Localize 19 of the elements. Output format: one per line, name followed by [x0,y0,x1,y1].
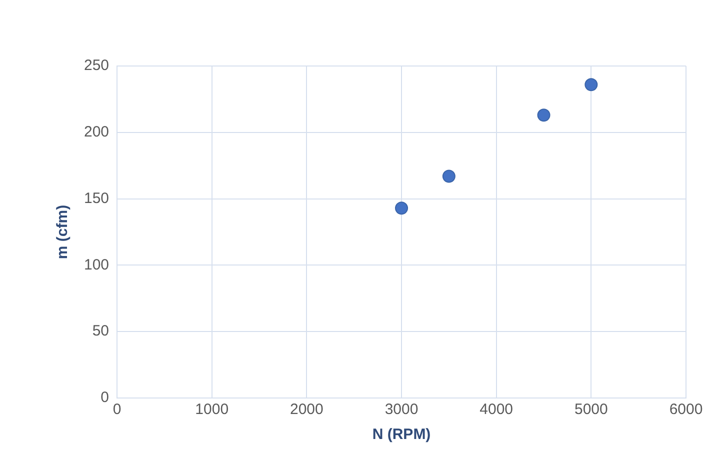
point [442,170,456,183]
x-tick-label: 2000 [290,401,324,418]
x-tick-label: 6000 [669,401,703,418]
point [537,108,550,122]
y-tick-label: 150 [84,190,110,207]
x-tick-label: 3000 [384,401,418,418]
point [395,202,408,215]
x-tick-label: 0 [112,401,122,418]
y-tick-label: 0 [100,389,110,406]
x-tick-label: 1000 [195,401,229,418]
y-tick-label: 100 [84,256,110,274]
point [584,78,598,92]
x-axis-title: N (RPM) [372,426,431,444]
y-tick-label: 200 [84,124,110,141]
y-tick-label: 50 [92,322,110,340]
x-tick-label: 5000 [574,401,608,418]
y-axis-title: m (cfm) [54,204,72,260]
y-tick-label: 250 [84,57,110,74]
x-tick-label: 4000 [480,401,514,418]
